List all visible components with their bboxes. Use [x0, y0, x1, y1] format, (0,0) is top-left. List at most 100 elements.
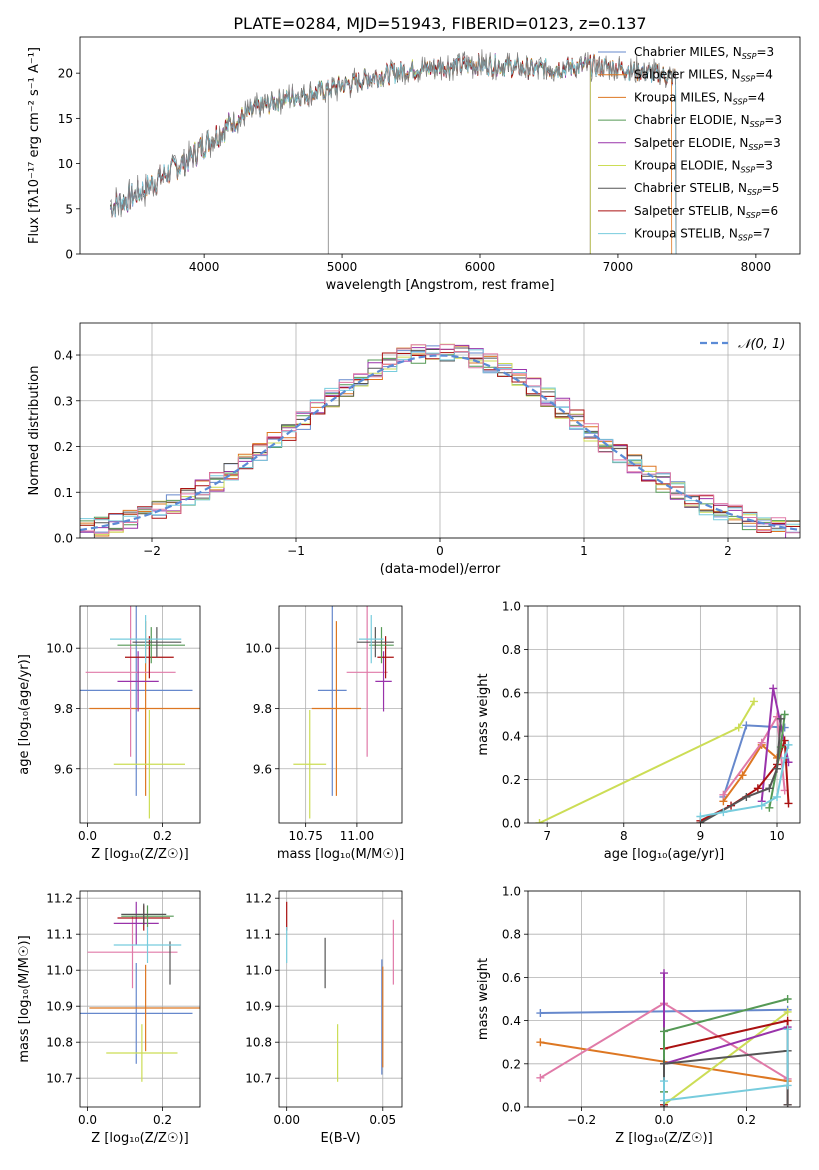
ticks: 10.75 11.00 9.6 9.8 10.0	[245, 642, 374, 843]
error-bar-point	[132, 627, 182, 658]
error-bar-point	[375, 651, 392, 712]
plus-marker	[757, 738, 766, 747]
observed-spectrum-line	[109, 49, 676, 218]
error-bar-point	[106, 1024, 178, 1082]
legend-entry: 𝒩(0, 1)	[738, 337, 785, 352]
weight-line	[722, 743, 778, 802]
error-bar-point	[89, 964, 200, 1052]
axes-frame	[79, 890, 201, 1108]
axes-frame	[527, 890, 801, 1108]
error-bar-point	[113, 709, 185, 819]
error-bar-point	[87, 916, 178, 989]
x-tick-label: 0	[436, 544, 444, 558]
grid-lines	[80, 606, 200, 823]
error-bar-point	[85, 606, 176, 757]
model-spectrum-line	[109, 53, 591, 254]
plus-marker	[773, 792, 782, 801]
grid-lines	[279, 606, 402, 823]
plus-marker	[750, 697, 759, 706]
legend: 𝒩(0, 1)	[700, 337, 785, 352]
plus-marker	[783, 1025, 792, 1034]
y-tick-label: 11.2	[46, 892, 73, 906]
x-axis-label: age [log₁₀(age/yr)]	[604, 847, 725, 862]
x-tick-label: 8	[620, 829, 628, 843]
weight-series	[535, 697, 759, 823]
x-tick-label: 10.75	[288, 829, 322, 843]
plus-marker	[780, 753, 789, 762]
plus-marker	[660, 1027, 668, 1036]
plus-marker	[753, 784, 762, 793]
x-tick-label: 0.0	[78, 1113, 97, 1127]
x-tick-label: 11.00	[340, 829, 374, 843]
axes-frame	[278, 605, 403, 824]
y-tick-label: 0.2	[502, 773, 521, 787]
grid-lines	[528, 605, 800, 824]
plus-marker	[742, 721, 751, 730]
y-tick-label: 9.6	[253, 762, 272, 776]
model-spectrum-line	[144, 54, 677, 254]
legend-entry: Kroupa STELIB, NSSP=7	[634, 227, 770, 243]
plot-area	[80, 901, 200, 1082]
error-bar-point	[117, 651, 159, 712]
y-tick-label: 10	[58, 157, 73, 171]
ticks: 0.0 0.2 9.6 9.8 10.0	[46, 642, 172, 843]
error-bar-point	[110, 615, 182, 664]
y-tick-label: 10.0	[245, 642, 272, 656]
ticks: 4000 5000 6000 7000 8000 0 5 10 15 20	[58, 67, 771, 274]
model-spectrum-line	[109, 54, 591, 254]
y-tick-label: 1.0	[502, 885, 521, 899]
normal-curve	[80, 354, 800, 532]
plus-marker	[773, 764, 782, 773]
y-tick-label: 10.8	[245, 1036, 272, 1050]
x-tick-label: 0.00	[273, 1113, 300, 1127]
error-bar-point	[80, 606, 193, 796]
ticks: −0.2 0.0 0.2 0.0 0.2 0.4 0.6 0.8 1.0	[502, 885, 756, 1128]
histogram-step	[80, 349, 800, 531]
legend-entry: Chabrier ELODIE, NSSP=3	[634, 113, 782, 129]
plus-marker	[742, 792, 751, 801]
x-axis-label: E(B-V)	[320, 1131, 360, 1146]
error-bar-point	[377, 636, 394, 679]
y-tick-label: 9.8	[253, 702, 272, 716]
grid-lines	[80, 891, 200, 1107]
plus-marker	[765, 784, 774, 793]
figure-title: PLATE=0284, MJD=51943, FIBERID=0123, z=0…	[233, 14, 646, 33]
y-tick-label: 11.1	[46, 928, 73, 942]
plus-marker	[660, 1059, 668, 1068]
legend-entry: Salpeter STELIB, NSSP=6	[634, 204, 778, 220]
x-tick-label: 0.05	[369, 1113, 396, 1127]
error-bar-point	[311, 621, 361, 796]
error-bar-point	[113, 927, 182, 963]
legend-entry: Salpeter MILES, NSSP=4	[634, 68, 773, 84]
axes-frame	[527, 605, 801, 824]
plus-marker	[780, 710, 789, 719]
weight-line	[663, 1029, 789, 1102]
panel-age-vs-mass: 10.75 11.00 9.6 9.8 10.0 mass [log₁₀(M/M☉)]	[245, 605, 404, 862]
error-bar-point	[117, 627, 185, 664]
weight-series	[765, 710, 789, 812]
legend-entry: Chabrier STELIB, NSSP=5	[634, 181, 779, 197]
grid-lines	[279, 891, 402, 1107]
plus-marker	[535, 819, 544, 823]
plot-area	[80, 343, 800, 538]
plus-marker	[536, 1038, 545, 1047]
error-bar-point	[356, 627, 394, 658]
legend-entry: Salpeter ELODIE, NSSP=3	[634, 136, 781, 152]
x-tick-label: −1	[287, 544, 305, 558]
plus-marker	[783, 1100, 792, 1107]
plus-marker	[660, 1096, 668, 1105]
x-tick-label: 9	[697, 829, 705, 843]
panel-mass-vs-EBV: 0.00 0.05 10.7 10.8 10.9 11.0 11.1 11.2 E(B-V)	[245, 890, 403, 1146]
y-tick-label: 11.1	[245, 928, 272, 942]
error-bar-point	[317, 606, 347, 796]
y-tick-label: 10.7	[46, 1072, 73, 1086]
x-axis-label: (data-model)/error	[380, 562, 501, 577]
axes-frame	[79, 605, 201, 824]
x-axis-label: Z [log₁₀(Z/Z☉)]	[91, 847, 188, 862]
y-tick-label: 0.4	[54, 349, 73, 363]
x-tick-label: 0.2	[737, 1113, 756, 1127]
x-tick-label: −2	[143, 544, 161, 558]
x-axis-label: Z [log₁₀(Z/Z☉)]	[615, 1131, 712, 1146]
y-tick-label: 11.0	[46, 964, 73, 978]
